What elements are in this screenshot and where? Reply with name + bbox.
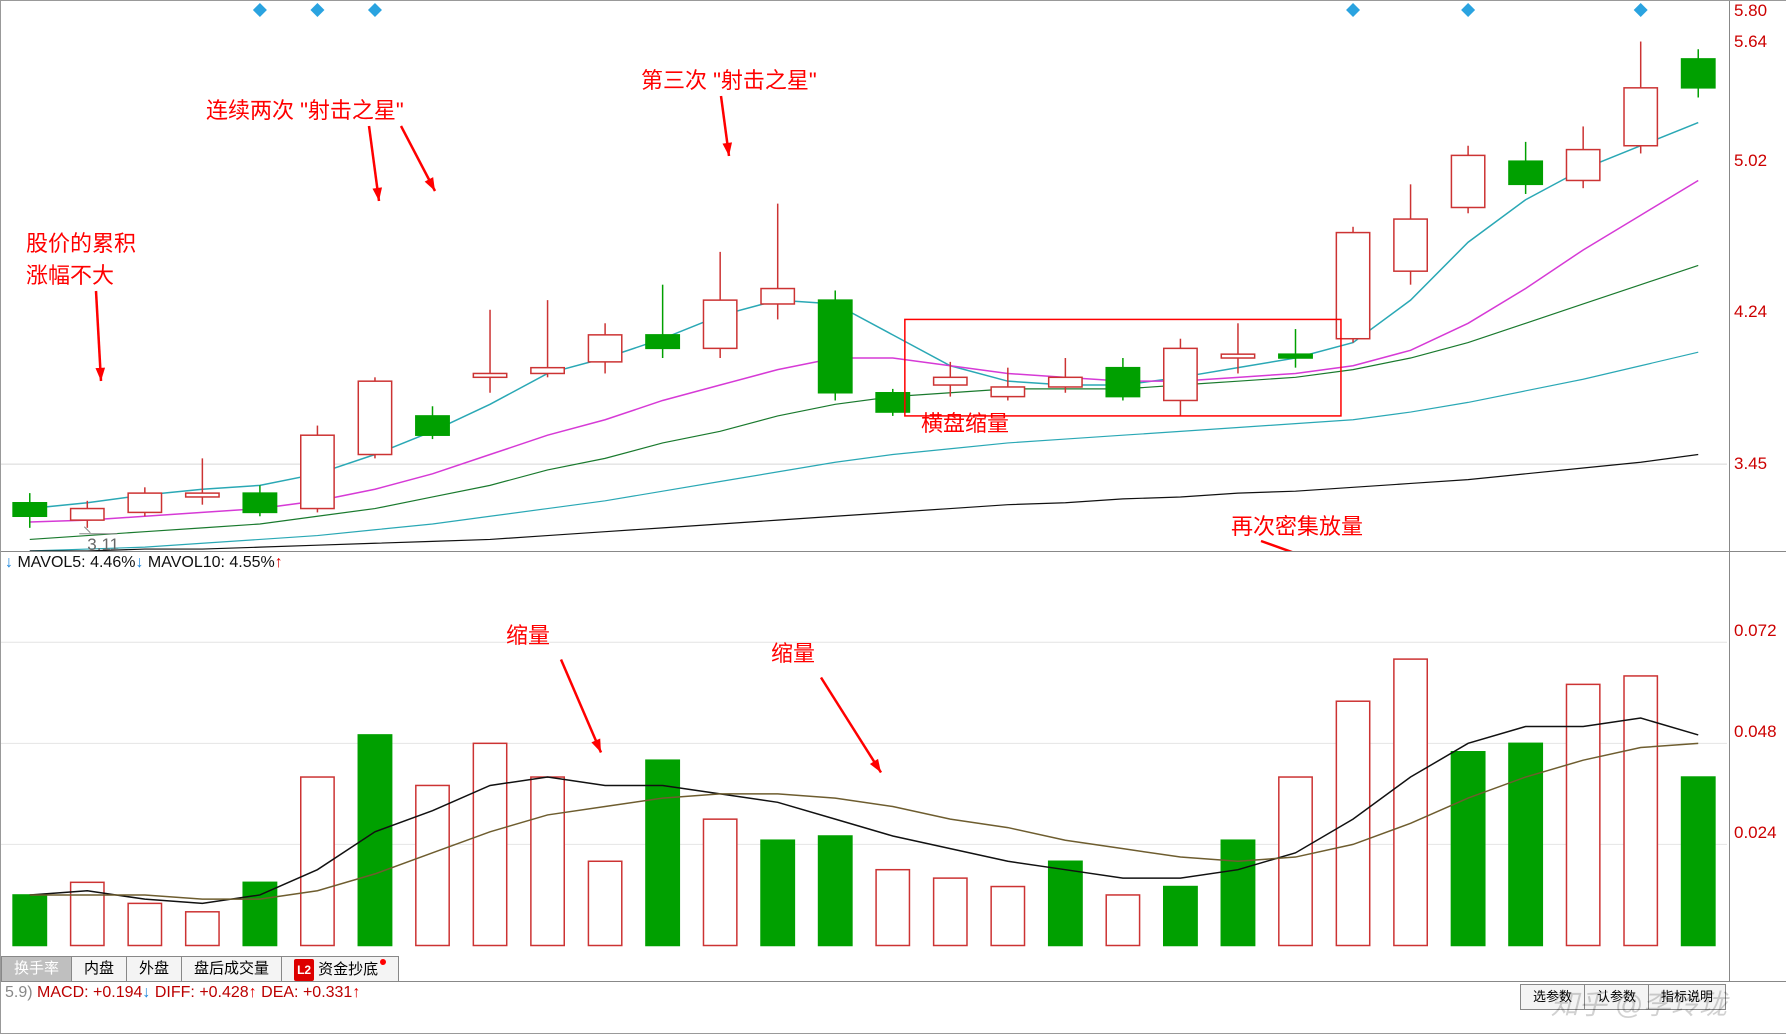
volume-yaxis: 0.072 0.048 0.024 bbox=[1729, 552, 1786, 981]
macd-item: DEA: +0.331 bbox=[261, 984, 352, 1001]
tab-l2[interactable]: L2资金抄底 bbox=[281, 956, 399, 982]
price-tick: 4.24 bbox=[1734, 302, 1767, 322]
volume-tick: 0.072 bbox=[1734, 621, 1777, 641]
vol-indicator: MAVOL10: 4.55% bbox=[148, 554, 275, 571]
tab-bar: 换手率内盘外盘盘后成交量L2资金抄底 bbox=[1, 957, 1786, 981]
volume-tick: 0.048 bbox=[1734, 722, 1777, 742]
volume-header: ↓ MAVOL5: 4.46%↓ MAVOL10: 4.55%↑ bbox=[5, 554, 283, 572]
price-panel[interactable]: 3.11 股价的累积涨幅不大连续两次 "射击之星"第三次 "射击之星"横盘缩量再… bbox=[1, 1, 1786, 551]
macd-header: 5.9) MACD: +0.194↓ DIFF: +0.428↑ DEA: +0… bbox=[5, 984, 360, 1002]
vol-indicator: MAVOL5: 4.46% bbox=[17, 554, 135, 571]
price-tick: 5.80 bbox=[1734, 1, 1767, 21]
macd-item: MACD: +0.194 bbox=[37, 984, 142, 1001]
price-tick: 5.02 bbox=[1734, 151, 1767, 171]
tab-内盘[interactable]: 内盘 bbox=[71, 956, 127, 982]
l2-badge-icon: L2 bbox=[294, 959, 314, 981]
volume-tick: 0.024 bbox=[1734, 823, 1777, 843]
price-plot[interactable]: 3.11 股价的累积涨幅不大连续两次 "射击之星"第三次 "射击之星"横盘缩量再… bbox=[1, 1, 1727, 551]
price-tick: 3.45 bbox=[1734, 454, 1767, 474]
price-yaxis: 5.80 5.64 5.02 4.24 3.45 bbox=[1729, 1, 1786, 551]
chart-root: 3.11 股价的累积涨幅不大连续两次 "射击之星"第三次 "射击之星"横盘缩量再… bbox=[0, 0, 1786, 1034]
svg-text:3.11: 3.11 bbox=[87, 535, 119, 551]
volume-plot[interactable]: 缩量缩量 bbox=[1, 576, 1727, 957]
macd-item: DIFF: +0.428 bbox=[155, 984, 249, 1001]
macd-panel[interactable]: 5.9) MACD: +0.194↓ DIFF: +0.428↑ DEA: +0… bbox=[1, 981, 1786, 1033]
volume-panel[interactable]: ↓ MAVOL5: 4.46%↓ MAVOL10: 4.55%↑ 缩量缩量 0.… bbox=[1, 551, 1786, 981]
tab-外盘[interactable]: 外盘 bbox=[126, 956, 182, 982]
tab-盘后成交量[interactable]: 盘后成交量 bbox=[181, 956, 282, 982]
tab-换手率[interactable]: 换手率 bbox=[1, 956, 72, 982]
watermark: 知乎 @李玲珑 bbox=[1551, 983, 1727, 1023]
price-tick: 5.64 bbox=[1734, 32, 1767, 52]
